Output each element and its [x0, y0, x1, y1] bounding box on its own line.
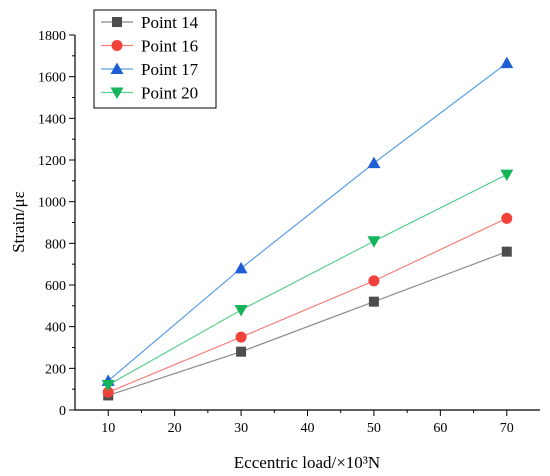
legend-label: Point 14	[141, 13, 199, 32]
legend-marker	[110, 62, 124, 74]
series-line	[108, 251, 507, 396]
data-point	[501, 246, 512, 257]
legend-label: Point 17	[141, 60, 199, 79]
data-point	[234, 261, 248, 274]
x-tick-label: 70	[500, 421, 514, 436]
legend-label: Point 16	[141, 37, 198, 56]
data-point	[101, 380, 115, 392]
data-point	[234, 305, 248, 317]
y-tick-label: 200	[45, 362, 66, 377]
legend-entry: Point 14	[101, 13, 199, 32]
y-tick-label: 1600	[38, 71, 66, 86]
data-point	[367, 236, 381, 248]
x-axis-title: Eccentric load/×10³N	[234, 453, 380, 472]
series-line	[107, 217, 508, 393]
legend: Point 14 Point 16 Point 17 Point 20	[93, 9, 217, 109]
data-point	[501, 212, 513, 224]
y-tick-label: 1800	[38, 29, 66, 44]
x-tick-label: 20	[168, 421, 182, 436]
legend-label: Point 20	[141, 84, 198, 103]
data-point	[368, 275, 380, 287]
legend-marker	[110, 87, 124, 99]
legend-entry: Point 16	[101, 37, 198, 56]
x-ticks: 10 20 30 40 50 60 70	[101, 410, 514, 436]
x-tick-label: 40	[301, 421, 315, 436]
y-tick-label: 1000	[38, 196, 66, 211]
series-1	[103, 246, 512, 401]
data-point	[367, 156, 381, 169]
y-ticks: 0 200 400 600 800 1000 1200 1400 1600 1800	[38, 29, 75, 419]
legend-entry: Point 17	[101, 60, 199, 79]
series-2	[102, 212, 513, 398]
data-point	[368, 296, 379, 307]
y-tick-label: 1400	[38, 112, 66, 127]
x-tick-label: 50	[367, 421, 381, 436]
x-tick-label: 10	[101, 421, 115, 436]
y-axis-title: Strain/με	[9, 191, 28, 253]
data-point	[500, 56, 514, 69]
series-line	[107, 174, 508, 386]
y-tick-label: 1200	[38, 154, 66, 169]
data-point	[236, 346, 247, 357]
y-tick-label: 600	[45, 279, 66, 294]
legend-entry: Point 20	[101, 84, 198, 103]
legend-marker	[112, 17, 122, 27]
legend-marker	[111, 40, 123, 51]
data-point	[235, 331, 247, 343]
data-point	[500, 169, 514, 182]
series-line	[107, 62, 508, 382]
x-tick-label: 30	[234, 421, 248, 436]
y-tick-label: 0	[59, 404, 66, 419]
data-point	[102, 386, 114, 398]
y-tick-label: 800	[45, 237, 66, 252]
x-tick-label: 60	[433, 421, 447, 436]
y-tick-label: 400	[45, 321, 66, 336]
series-layer	[101, 56, 514, 401]
series-4	[101, 169, 514, 392]
